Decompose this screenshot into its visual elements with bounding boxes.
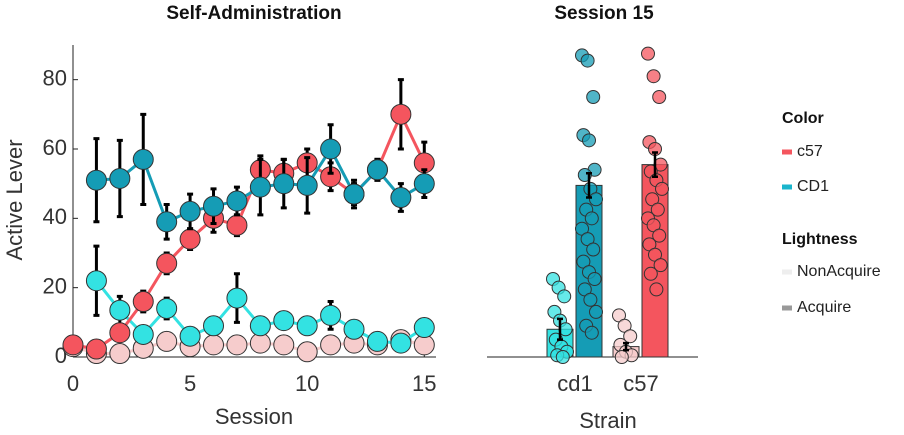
x-tick-label: c57 (623, 371, 658, 396)
data-point (587, 272, 602, 286)
x-tick-label: 10 (295, 371, 319, 396)
x-axis-label: Session (215, 404, 293, 429)
data-point (653, 258, 668, 273)
data-point (641, 46, 655, 61)
data-point (584, 325, 599, 340)
y-tick-label: 40 (43, 204, 67, 229)
marker (343, 318, 365, 340)
marker (390, 332, 412, 354)
marker (109, 343, 131, 365)
marker (390, 187, 412, 209)
marker (85, 270, 107, 292)
marker (390, 103, 412, 125)
error-bar (586, 172, 592, 199)
marker (296, 341, 318, 363)
marker (320, 304, 342, 326)
legend-title: Lightness (782, 231, 858, 248)
data-point (652, 228, 667, 243)
data-point (589, 304, 603, 319)
marker (109, 322, 131, 344)
marker (226, 214, 248, 236)
data-point (586, 90, 601, 104)
marker (132, 323, 154, 345)
marker (109, 167, 131, 189)
data-point (646, 69, 661, 84)
data-point (582, 133, 596, 148)
data-point (623, 329, 638, 344)
marker (85, 169, 107, 191)
y-axis-label: Active Lever (2, 139, 27, 260)
error-bar (557, 317, 563, 341)
marker (273, 173, 295, 195)
marker (296, 315, 318, 337)
marker (203, 195, 225, 217)
x-tick-label: 15 (412, 371, 436, 396)
y-tick-label: 80 (43, 65, 67, 90)
data-point (586, 242, 601, 257)
error-bar (652, 151, 658, 178)
data-point (555, 350, 570, 364)
marker (413, 173, 435, 195)
marker (273, 310, 295, 332)
legend-label: NonAcquire (797, 263, 881, 280)
legend-label: Acquire (797, 299, 851, 316)
marker (156, 330, 178, 352)
marker (320, 138, 342, 160)
marker (62, 334, 84, 356)
marker (179, 200, 201, 222)
chart-title: Self-Administration (166, 3, 341, 24)
marker (203, 315, 225, 337)
x-tick-label: cd1 (557, 371, 592, 396)
data-point (614, 350, 629, 364)
data-point (584, 211, 599, 226)
legend-label: c57 (797, 143, 823, 160)
marker (156, 211, 178, 233)
marker (179, 228, 201, 250)
marker (226, 287, 248, 309)
data-point (649, 282, 664, 297)
marker (179, 325, 201, 347)
marker (249, 315, 271, 337)
marker (156, 297, 178, 319)
data-point (589, 192, 603, 207)
marker (226, 190, 248, 212)
data-point (655, 181, 669, 196)
marker (203, 334, 225, 356)
marker (413, 317, 435, 339)
y-tick-label: 60 (43, 135, 67, 160)
marker (85, 338, 107, 360)
data-point (583, 292, 598, 307)
marker (366, 330, 388, 352)
data-point (643, 266, 658, 281)
marker (226, 334, 248, 356)
marker (249, 176, 271, 198)
data-point (650, 202, 665, 217)
data-point (652, 90, 667, 104)
x-tick-label: 0 (67, 371, 79, 396)
error-bar (623, 341, 629, 352)
data-point (580, 53, 595, 68)
series-line (72, 338, 425, 356)
marker (343, 183, 365, 205)
marker (296, 174, 318, 196)
legend-label: CD1 (797, 178, 829, 195)
marker (273, 334, 295, 356)
marker (156, 252, 178, 274)
legend-title: Color (782, 110, 824, 127)
marker (132, 291, 154, 313)
data-point (557, 289, 572, 304)
marker (132, 148, 154, 170)
chart-title: Session 15 (554, 3, 654, 24)
x-tick-label: 5 (184, 371, 196, 396)
x-axis-label: Strain (579, 408, 636, 433)
y-tick-label: 20 (43, 273, 67, 298)
marker (366, 159, 388, 181)
marker (109, 299, 131, 321)
marker (320, 334, 342, 356)
